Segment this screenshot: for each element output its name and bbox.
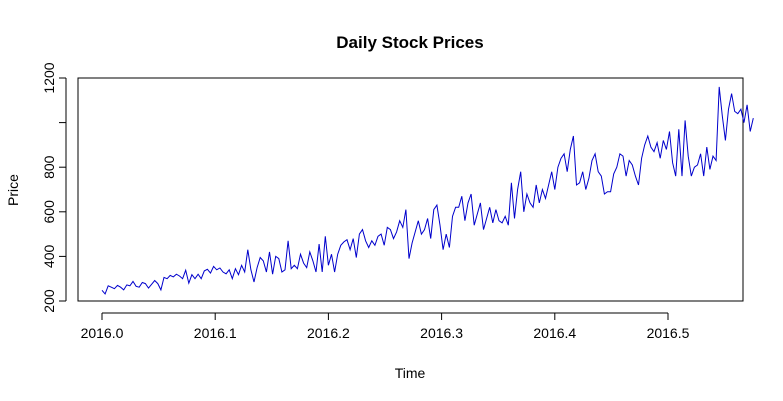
y-tick-label: 400 [41, 245, 57, 269]
y-tick-label: 600 [41, 200, 57, 224]
x-axis-label: Time [395, 365, 426, 381]
x-tick-label: 2016.5 [647, 325, 690, 341]
x-tick-label: 2016.4 [533, 325, 576, 341]
y-axis: 200 400 600 800 1200 [41, 62, 67, 313]
y-axis-label: Price [5, 174, 21, 206]
x-tick-label: 2016.0 [81, 325, 124, 341]
series-line [101, 86, 754, 295]
chart-title: Daily Stock Prices [336, 33, 483, 52]
plot-frame [77, 77, 744, 302]
x-axis: 2016.0 2016.1 2016.2 2016.3 2016.4 2016.5 [81, 312, 690, 341]
x-tick-label: 2016.3 [420, 325, 463, 341]
y-tick-label: 200 [41, 289, 57, 313]
y-tick-label: 1200 [41, 62, 57, 93]
x-tick-label: 2016.2 [307, 325, 350, 341]
y-tick-label: 800 [41, 155, 57, 179]
x-tick-label: 2016.1 [194, 325, 237, 341]
